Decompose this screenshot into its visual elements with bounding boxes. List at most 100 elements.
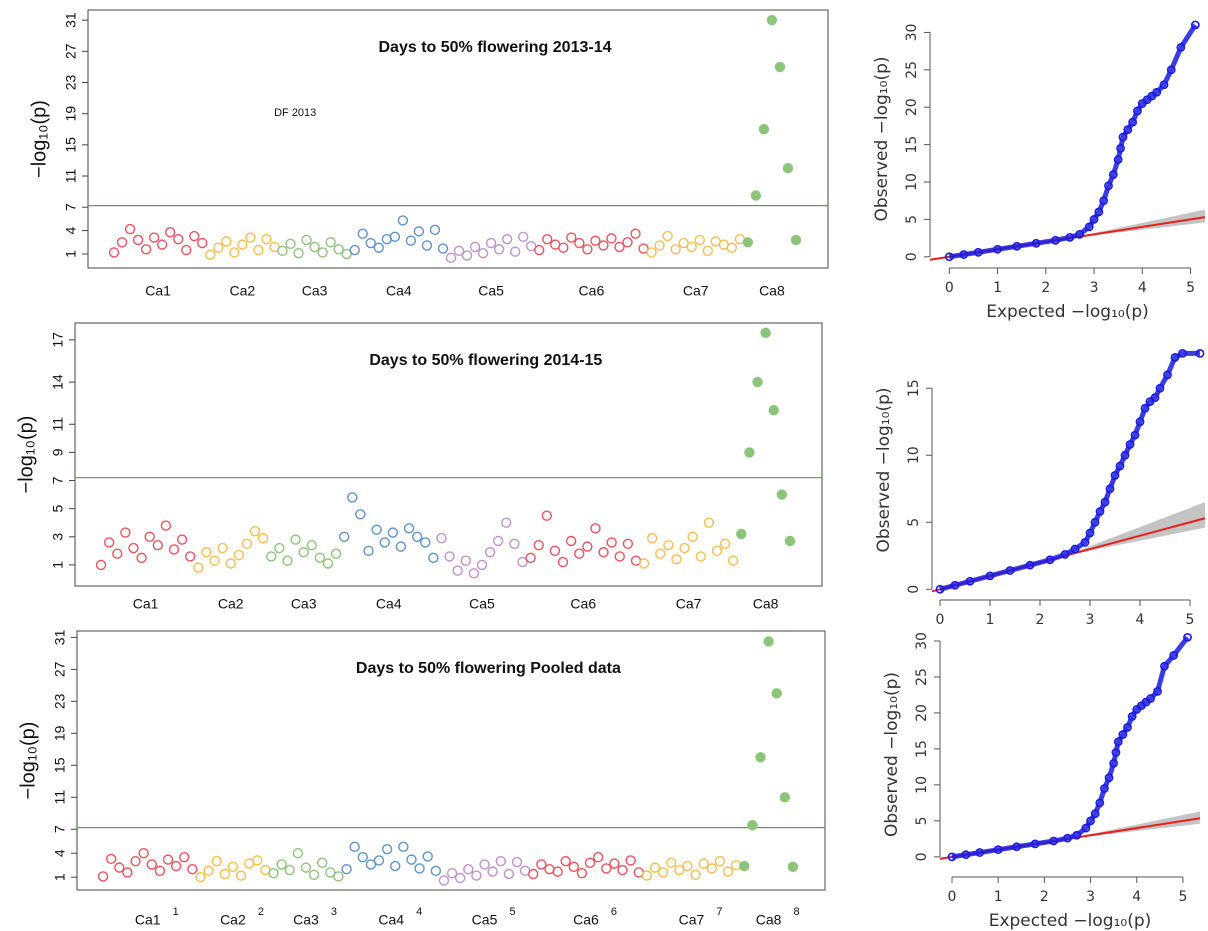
y-tick-label: 0 <box>904 252 920 261</box>
y-tick-label: 30 <box>904 24 920 42</box>
y-tick-label: 5 <box>50 505 66 513</box>
y-axis-label: −log₁₀(p) <box>17 722 39 800</box>
y-axis-label: −log₁₀(p) <box>28 100 50 178</box>
confidence-band <box>1065 502 1205 556</box>
qq-trace <box>939 350 1200 592</box>
chromosome-label: Ca1 <box>135 912 161 928</box>
snp-point <box>630 228 641 239</box>
snp-point <box>511 856 523 868</box>
snp-point <box>739 860 750 872</box>
snp-point <box>219 868 231 880</box>
snp-point <box>301 234 312 246</box>
snp-point <box>112 548 123 559</box>
confidence-band <box>1067 811 1200 839</box>
chromosome-number: 1 <box>173 906 179 918</box>
snp-point <box>217 542 228 554</box>
snp-point <box>698 858 709 869</box>
chromosome-label: Ca6 <box>570 596 596 612</box>
snp-point <box>395 541 407 552</box>
snp-point <box>768 404 779 416</box>
snp-point <box>682 860 693 872</box>
y-tick-label: 5 <box>914 816 930 825</box>
snp-point <box>711 545 723 557</box>
snp-point <box>179 852 190 863</box>
snp-point <box>582 541 593 552</box>
snp-point <box>421 240 433 251</box>
y-tick-label: 11 <box>50 417 66 432</box>
qq-point <box>1115 461 1125 471</box>
snp-point <box>706 863 717 874</box>
snp-point <box>413 226 425 237</box>
qq-point <box>1104 773 1114 783</box>
snp-point <box>261 233 272 245</box>
manhattan-panel: 1 3 5 7 9 11 14 17 −log₁₀(p) Days to 50% flowerin… <box>15 322 823 612</box>
snp-point <box>293 247 304 259</box>
snp-point <box>476 559 488 571</box>
qq-point <box>1152 87 1162 97</box>
snp-point <box>584 857 596 869</box>
qq-point <box>1135 417 1145 427</box>
snp-point <box>719 538 731 550</box>
chromosome-label: Ca5 <box>469 596 495 612</box>
chromosome-label: Ca4 <box>386 283 412 299</box>
snp-point <box>322 558 334 569</box>
snp-point <box>728 555 739 566</box>
qq-point <box>1190 20 1200 30</box>
qq-point <box>1090 809 1100 819</box>
x-tick-label: 5 <box>1186 612 1195 628</box>
snp-point <box>758 124 770 135</box>
snp-point <box>703 517 715 528</box>
snp-point <box>747 820 758 831</box>
snp-point <box>162 854 174 865</box>
snp-point <box>714 856 726 867</box>
snp-point <box>479 859 490 870</box>
snp-point <box>253 244 264 256</box>
snp-point <box>181 244 192 256</box>
snp-point <box>509 538 520 550</box>
qq-point <box>959 250 969 259</box>
snp-point <box>365 237 376 249</box>
chromosome-number: 4 <box>416 906 422 918</box>
qq-point <box>1100 784 1109 793</box>
qq-point <box>1012 241 1022 251</box>
snp-point <box>782 163 794 174</box>
snp-point <box>557 556 569 568</box>
y-tick-label: 31 <box>63 12 79 28</box>
qq-point <box>1086 816 1095 826</box>
qq-point <box>965 576 975 586</box>
snp-point <box>766 14 778 26</box>
snp-point <box>347 492 358 503</box>
chromosome-label: Ca5 <box>472 912 498 928</box>
snp-point <box>284 864 295 876</box>
x-tick-label: 0 <box>945 280 954 296</box>
snp-point <box>471 870 482 881</box>
qq-point <box>1094 207 1104 217</box>
snp-point <box>469 241 481 253</box>
qq-point <box>1163 370 1172 380</box>
snp-point <box>120 527 131 538</box>
snp-point <box>549 545 561 557</box>
snp-point <box>308 869 320 881</box>
snp-point <box>679 542 690 554</box>
chromosome-number: 6 <box>611 906 617 918</box>
y-axis-label: Observed −log₁₀(p) <box>882 672 902 837</box>
snp-point <box>536 859 547 870</box>
snp-point <box>274 542 285 554</box>
snp-point <box>558 242 569 253</box>
snp-point <box>140 244 152 255</box>
qq-point <box>1105 484 1115 494</box>
qq-panel: 0 1 2 3 4 5 0 5 10 15 20 25 30 Expected −log₁₀(p) Obse… <box>882 632 1201 931</box>
snp-point <box>379 537 390 548</box>
snp-point <box>333 871 344 882</box>
qq-point <box>1090 517 1100 527</box>
snp-point <box>468 568 480 579</box>
qq-point <box>1099 196 1109 206</box>
snp-point <box>526 240 537 252</box>
qq-point <box>1108 170 1118 179</box>
snp-point <box>517 231 529 243</box>
snp-point <box>430 865 442 877</box>
snp-point <box>357 228 368 239</box>
snp-point <box>437 243 449 254</box>
snp-point <box>774 61 786 73</box>
qq-point <box>1081 823 1091 833</box>
